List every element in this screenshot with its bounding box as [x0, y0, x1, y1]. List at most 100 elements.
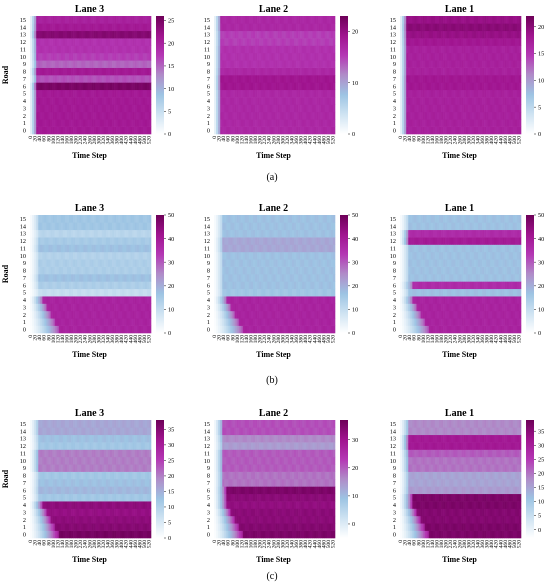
heatmap-cell: [320, 303, 323, 312]
heatmap-cell: [244, 97, 248, 105]
heatmap-cell: [463, 23, 466, 32]
heatmap-cell: [85, 16, 88, 24]
heatmap-cell: [99, 310, 103, 319]
heatmap-cell: [326, 266, 330, 275]
heatmap-cell: [122, 222, 125, 231]
heatmap-cell: [294, 222, 297, 231]
heatmap-cell: [436, 67, 440, 76]
heatmap-cell: [62, 119, 66, 127]
heatmap-cell: [40, 38, 43, 46]
heatmap-cell: [93, 30, 96, 39]
heatmap-cell: [124, 38, 127, 46]
heatmap-cell: [142, 281, 146, 290]
heatmap-cell: [120, 38, 123, 46]
heatmap-cell: [330, 325, 334, 334]
heatmap-cell: [224, 281, 227, 290]
heatmap-cell: [510, 60, 514, 68]
heatmap-cell: [77, 67, 80, 76]
heatmap-cell: [506, 111, 509, 120]
heatmap-cell: [471, 119, 475, 127]
y-tick-label: 12: [204, 39, 210, 46]
heatmap-cell: [304, 229, 307, 238]
heatmap-cell: [324, 303, 328, 312]
heatmap-cell: [255, 89, 258, 98]
heatmap-cell: [138, 237, 142, 245]
heatmap-cell: [314, 318, 317, 326]
heatmap-cell: [250, 23, 254, 32]
heatmap-cell: [320, 30, 323, 39]
heatmap-cell: [273, 89, 276, 98]
heatmap-title: Lane 3: [75, 4, 104, 15]
heatmap-cell: [95, 237, 98, 245]
heatmap-cell: [244, 288, 248, 297]
heatmap-cell: [42, 251, 45, 260]
heatmap-cell: [130, 244, 133, 253]
x-tick-label: 340: [106, 136, 112, 145]
heatmap-cell: [64, 111, 68, 120]
heatmap-cell: [222, 296, 225, 304]
heatmap-cell: [455, 23, 458, 32]
heatmap-cell: [306, 237, 309, 245]
heatmap-cell: [73, 325, 76, 334]
heatmap-cell: [259, 23, 262, 32]
heatmap-cell: [216, 274, 219, 282]
heatmap-cell: [246, 266, 250, 275]
heatmap-cell: [265, 30, 268, 39]
heatmap-cell: [107, 45, 111, 54]
heatmap-cell: [242, 52, 246, 61]
heatmap-cell: [502, 89, 505, 98]
heatmap-cell: [420, 16, 423, 24]
heatmap-cell: [89, 259, 92, 267]
heatmap-cell: [220, 274, 223, 282]
heatmap-cell: [506, 104, 509, 113]
heatmap-cell: [261, 126, 264, 135]
heatmap-cell: [220, 75, 223, 83]
heatmap-cell: [116, 104, 119, 113]
y-tick-label: 6: [393, 83, 396, 90]
heatmap-cell: [263, 303, 266, 312]
heatmap-cell: [302, 303, 305, 312]
heatmap-cell: [269, 266, 272, 275]
heatmap-cell: [475, 38, 479, 46]
heatmap-cell: [114, 229, 117, 238]
heatmap-cell: [48, 215, 51, 223]
heatmap-cell: [510, 111, 514, 120]
heatmap-cell: [294, 318, 297, 326]
heatmap-cell: [457, 97, 460, 105]
heatmap-cell: [112, 60, 115, 68]
colorbar-tick-label: 20: [352, 29, 358, 36]
heatmap-cell: [320, 229, 323, 238]
heatmap-cell: [432, 126, 436, 135]
heatmap-cell: [453, 67, 456, 76]
heatmap-cell: [320, 288, 323, 297]
heatmap-cell: [439, 111, 442, 120]
heatmap-cell: [212, 67, 215, 76]
heatmap-cell: [42, 237, 45, 245]
heatmap-cell: [103, 281, 107, 290]
heatmap-cell: [330, 259, 334, 267]
heatmap-cell: [75, 16, 78, 24]
heatmap-cell: [267, 104, 270, 113]
heatmap-cell: [128, 126, 131, 135]
heatmap-cell: [46, 288, 49, 297]
heatmap-cell: [490, 45, 493, 54]
heatmap-cell: [324, 75, 328, 83]
heatmap-cell: [220, 45, 223, 54]
heatmap-cell: [30, 274, 33, 282]
heatmap-cell: [101, 251, 105, 260]
heatmap-cell: [259, 259, 262, 267]
heatmap-cell: [508, 82, 512, 91]
heatmap-cell: [77, 60, 80, 68]
heatmap-cell: [314, 67, 317, 76]
heatmap-cell: [134, 75, 137, 83]
heatmap-cell: [87, 274, 90, 282]
heatmap-cell: [56, 45, 60, 54]
heatmap-cell: [62, 237, 66, 245]
heatmap-cell: [406, 104, 409, 113]
heatmap-cell: [146, 75, 150, 83]
heatmap-cell: [291, 325, 295, 334]
heatmap-cell: [283, 251, 287, 260]
heatmap-cell: [132, 82, 135, 91]
heatmap-cell: [230, 75, 233, 83]
heatmap-cell: [73, 251, 76, 260]
